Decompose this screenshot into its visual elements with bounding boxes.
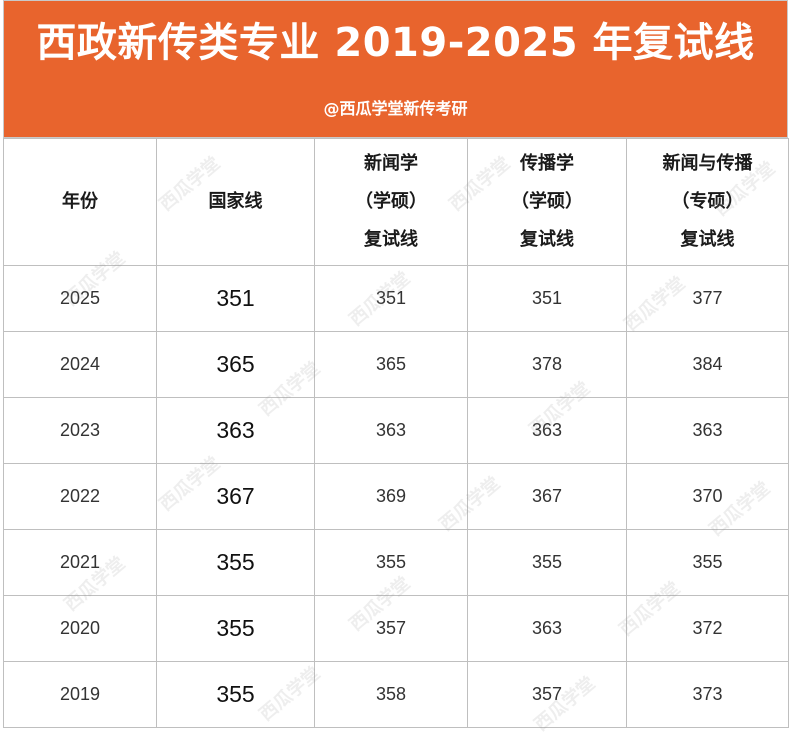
header-journalism-line2: （学硕） (355, 191, 427, 212)
header-national-line-label: 国家线 (208, 191, 263, 212)
cell-national-line: 355 (156, 661, 315, 728)
cell-communication: 378 (467, 331, 627, 398)
page-title: 西政新传类专业 2019-2025 年复试线 (36, 20, 755, 66)
header-communication-line3: 复试线 (520, 229, 574, 250)
cell-year: 2021 (3, 529, 157, 596)
table-row: 2020 355 357 363 372 (3, 595, 789, 662)
table-row: 2019 355 358 357 373 (3, 661, 789, 728)
cell-communication: 363 (467, 595, 627, 662)
header-communication: 传播学 （学硕） 复试线 (467, 138, 627, 266)
header-communication-line1: 传播学 (520, 153, 574, 174)
header-mjc: 新闻与传播 （专硕） 复试线 (626, 138, 789, 266)
cell-mjc: 373 (626, 661, 789, 728)
header-mjc-line3: 复试线 (680, 229, 735, 250)
cell-communication: 367 (467, 463, 627, 530)
header-mjc-line2: （专硕） (671, 191, 744, 212)
cell-year: 2025 (3, 265, 157, 332)
cell-mjc: 355 (626, 529, 789, 596)
header-mjc-line1: 新闻与传播 (662, 153, 753, 174)
cell-mjc: 377 (626, 265, 789, 332)
table-row: 2022 367 369 367 370 (3, 463, 789, 530)
cell-journalism: 357 (314, 595, 468, 662)
cell-communication: 363 (467, 397, 627, 464)
cell-journalism: 351 (314, 265, 468, 332)
table-row: 2023 363 363 363 363 (3, 397, 789, 464)
cell-journalism: 365 (314, 331, 468, 398)
cell-national-line: 367 (156, 463, 315, 530)
cell-year: 2023 (3, 397, 157, 464)
header-national-line: 国家线 (156, 138, 315, 266)
cell-national-line: 351 (156, 265, 315, 332)
cell-mjc: 372 (626, 595, 789, 662)
cell-communication: 355 (467, 529, 627, 596)
cell-mjc: 363 (626, 397, 789, 464)
cell-journalism: 355 (314, 529, 468, 596)
cell-national-line: 363 (156, 397, 315, 464)
cell-journalism: 358 (314, 661, 468, 728)
header-journalism-line1: 新闻学 (364, 153, 418, 174)
header-year-label: 年份 (62, 191, 98, 212)
table-row: 2021 355 355 355 355 (3, 529, 789, 596)
score-sheet: 西政新传类专业 2019-2025 年复试线 @西瓜学堂新传考研 年份 国家线 … (3, 0, 789, 739)
title-banner: 西政新传类专业 2019-2025 年复试线 @西瓜学堂新传考研 (3, 0, 788, 138)
table-row: 2024 365 365 378 384 (3, 331, 789, 398)
header-journalism: 新闻学 （学硕） 复试线 (314, 138, 468, 266)
cell-national-line: 355 (156, 595, 315, 662)
cell-year: 2024 (3, 331, 157, 398)
header-journalism-line3: 复试线 (364, 229, 418, 250)
header-year: 年份 (3, 138, 157, 266)
table-row: 2025 351 351 351 377 (3, 265, 789, 332)
cell-year: 2022 (3, 463, 157, 530)
cell-year: 2020 (3, 595, 157, 662)
cell-communication: 357 (467, 661, 627, 728)
cell-communication: 351 (467, 265, 627, 332)
author-handle: @西瓜学堂新传考研 (323, 99, 468, 118)
cell-national-line: 365 (156, 331, 315, 398)
score-table: 年份 国家线 新闻学 （学硕） 复试线 传播学 （学硕） 复试线 新闻与传播 （… (3, 138, 789, 728)
cell-mjc: 370 (626, 463, 789, 530)
cell-journalism: 363 (314, 397, 468, 464)
cell-year: 2019 (3, 661, 157, 728)
header-row: 年份 国家线 新闻学 （学硕） 复试线 传播学 （学硕） 复试线 新闻与传播 （… (3, 138, 789, 266)
cell-national-line: 355 (156, 529, 315, 596)
cell-journalism: 369 (314, 463, 468, 530)
cell-mjc: 384 (626, 331, 789, 398)
header-communication-line2: （学硕） (511, 191, 583, 212)
